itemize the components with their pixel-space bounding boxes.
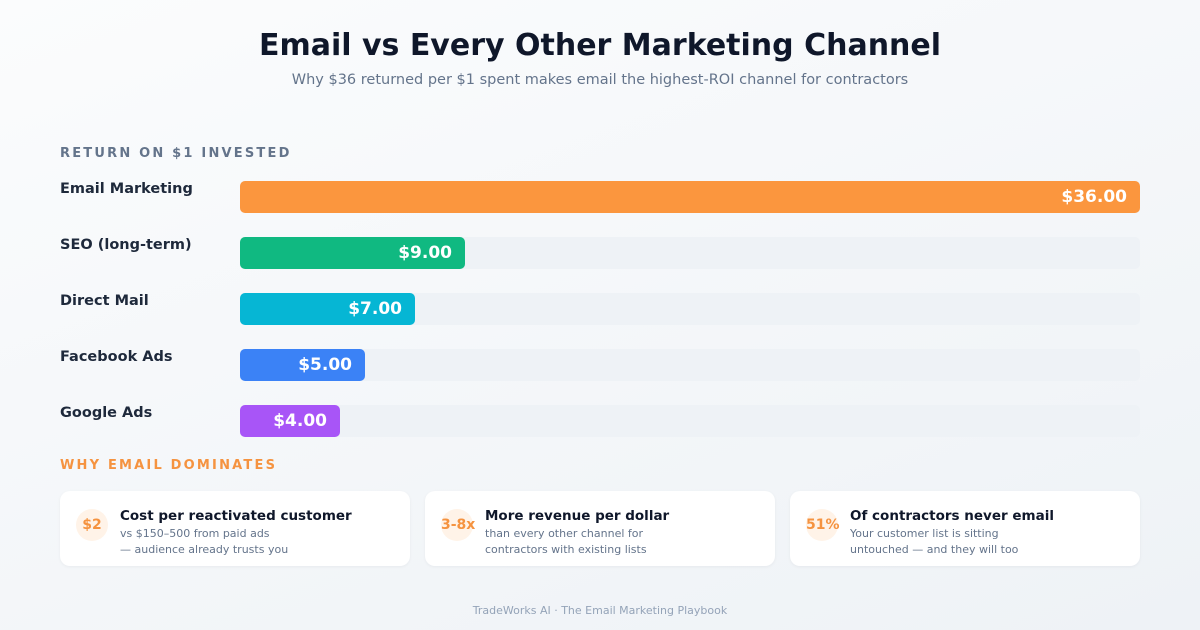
bar: $7.00	[240, 293, 415, 325]
value-label: $4.00	[273, 411, 327, 431]
insight-card: $2 Cost per reactivated customer vs $150–5…	[60, 491, 410, 566]
category-label: Facebook Ads	[60, 349, 173, 365]
bar: $9.00	[240, 237, 465, 269]
section-label: RETURN ON $1 INVESTED	[60, 146, 292, 161]
category-label: Google Ads	[60, 405, 153, 421]
category-label: Email Marketing	[60, 181, 193, 197]
badge: 3-8x	[441, 509, 475, 541]
value-label: $36.00	[1061, 187, 1127, 207]
card-title: More revenue per dollar	[485, 508, 670, 524]
bar: $5.00	[240, 349, 365, 381]
card-text: than every other channel for	[485, 527, 644, 540]
title: Email vs Every Other Marketing Channel	[258, 28, 942, 63]
badge: $2	[76, 509, 108, 541]
card-text: Your customer list is sitting	[850, 527, 999, 540]
value-label: $5.00	[298, 355, 352, 375]
card-text: vs $150–500 from paid ads	[120, 527, 270, 540]
insight-card: 3-8x More revenue per dollar than every ot…	[425, 491, 775, 566]
card-title: Cost per reactivated customer	[120, 508, 352, 524]
bar: $4.00	[240, 405, 340, 437]
section-label: WHY EMAIL DOMINATES	[60, 458, 278, 473]
value-label: $9.00	[398, 243, 452, 263]
category-label: Direct Mail	[60, 293, 149, 309]
insight-card: 51% Of contractors never email Your custom…	[790, 491, 1140, 566]
subtitle: Why $36 returned per $1 spent makes emai…	[291, 72, 909, 88]
card-text: contractors with existing lists	[485, 543, 647, 556]
card-text: — audience already trusts you	[120, 543, 289, 556]
footer: TradeWorks AI · The Email Marketing Play…	[472, 604, 728, 617]
bar: $36.00	[240, 181, 1140, 213]
bar-track	[240, 349, 1140, 381]
card-text: untouched — and they will too	[850, 543, 1019, 556]
value-label: $7.00	[348, 299, 402, 319]
bar-track	[240, 405, 1140, 437]
card-title: Of contractors never email	[850, 508, 1054, 524]
badge: 51%	[806, 509, 840, 541]
category-label: SEO (long-term)	[60, 237, 192, 253]
